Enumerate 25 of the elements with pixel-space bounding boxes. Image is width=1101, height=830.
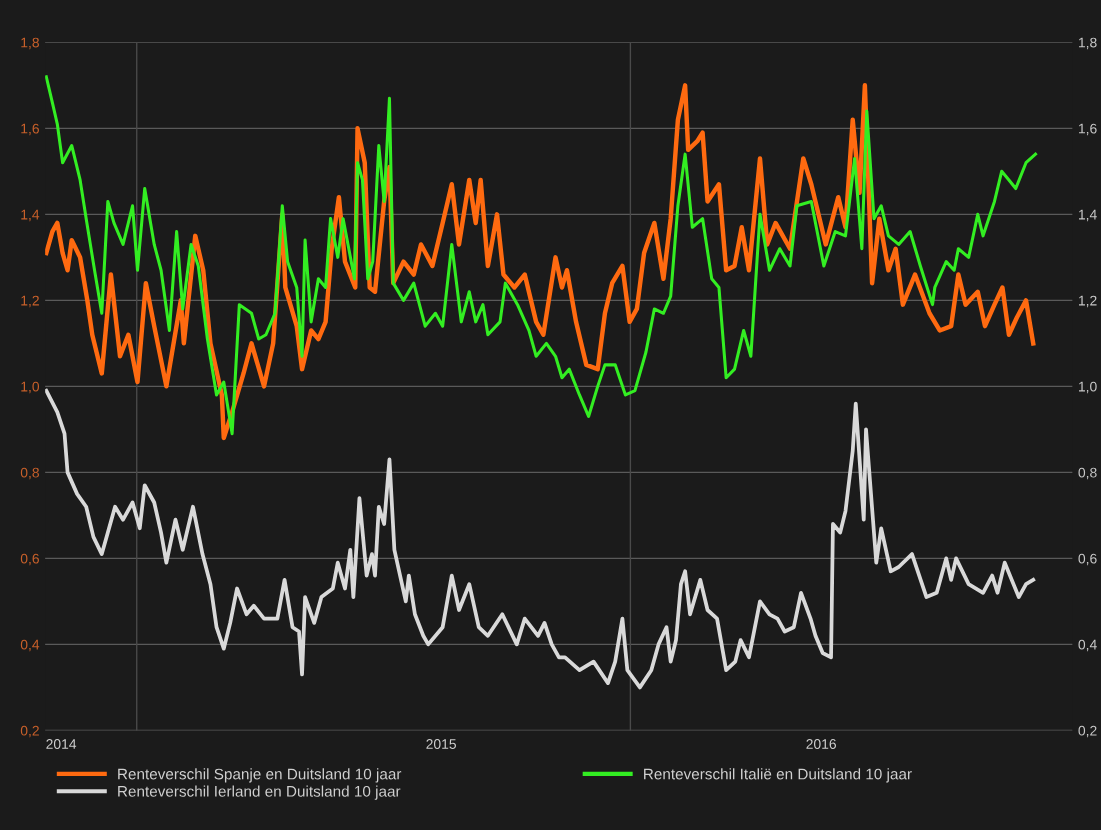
y2-tick-label: 1,4 <box>1078 209 1097 222</box>
y2-tick-label: 1,2 <box>1078 295 1097 308</box>
y-tick-label: 0,8 <box>20 467 39 480</box>
y-tick-label: 0,6 <box>20 553 39 566</box>
legend-label: Renteverschil Italië en Duitsland 10 jaar <box>644 768 912 783</box>
y2-tick-label: 0,6 <box>1078 553 1097 566</box>
y2-tick-label: 1,6 <box>1078 123 1097 136</box>
y-tick-label: 1,6 <box>21 123 39 136</box>
y2-tick-label: 0,4 <box>1078 639 1097 652</box>
y-tick-label: 1,4 <box>21 209 40 222</box>
legend-label: Renteverschil Ierland en Duitsland 10 jaar <box>118 785 401 800</box>
y2-tick-label: 1,0 <box>1078 381 1097 394</box>
y2-tick-label: 0,2 <box>1078 725 1097 738</box>
line-series <box>45 388 1036 690</box>
x-tick-label: 2016 <box>806 739 837 749</box>
y2-tick-label: 1,8 <box>1078 37 1097 50</box>
legend-label: Renteverschil Spanje en Duitsland 10 jaar <box>118 768 402 783</box>
y-tick-label: 1,0 <box>21 381 40 394</box>
y-tick-label: 0,4 <box>20 639 40 652</box>
y-tick-label: 1,2 <box>21 295 39 308</box>
x-tick-label: 2015 <box>426 739 456 749</box>
y2-tick-label: 0,8 <box>1078 467 1097 480</box>
y-tick-label: 0,2 <box>20 725 39 738</box>
y-tick-label: 1,8 <box>21 37 39 50</box>
x-tick-label: 2014 <box>46 739 77 749</box>
